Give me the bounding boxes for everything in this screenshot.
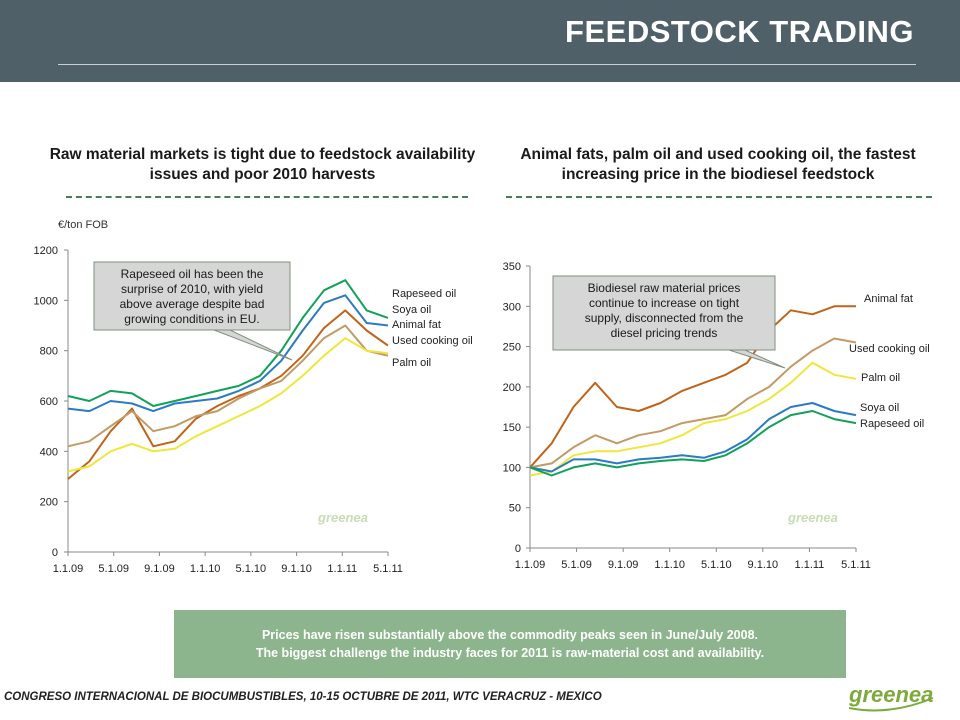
y-tick-label: 0 <box>52 547 58 559</box>
chart-2: 0 50 100 150 200 250 300 350 1.1.09 5.1.09 9.1.09 1… <box>503 261 930 571</box>
y-tick-label: 800 <box>40 346 58 358</box>
header-divider <box>58 64 916 65</box>
series-label-palm: Palm oil <box>392 357 431 369</box>
series-line-animal_fat <box>67 309 389 480</box>
series-line-used_cooking <box>67 324 389 448</box>
series-line-used_cooking <box>529 337 857 469</box>
series-label-soya: Soya oil <box>392 304 431 316</box>
series-label-soya: Soya oil <box>860 402 899 414</box>
y-tick-label: 250 <box>503 342 521 354</box>
y-tick-label: 400 <box>40 446 58 458</box>
conclusion-box: Prices have risen substantially above th… <box>174 610 846 678</box>
y-tick-label: 600 <box>40 396 58 408</box>
page-title: FEEDSTOCK TRADING <box>565 14 914 49</box>
x-tick-label: 5.1.09 <box>98 563 129 575</box>
series-line-palm <box>529 361 857 477</box>
x-tick-label: 5.1.10 <box>236 563 267 575</box>
header-bar: FEEDSTOCK TRADING <box>0 0 960 82</box>
chart-1: 0 200 400 600 800 1000 1200 1.1.09 5.1.09 9.1.09 1… <box>34 219 473 575</box>
annotation-text: Rapeseed oil has been the surprise of 201… <box>120 267 265 326</box>
annotation-text-line: growing conditions in EU. <box>124 312 259 326</box>
series-line-rapeseed <box>67 279 389 407</box>
x-tick-label: 5.1.11 <box>841 559 871 571</box>
y-tick-label: 150 <box>503 422 521 434</box>
annotation-box <box>93 261 291 331</box>
series-label-animal_fat: Animal fat <box>864 293 913 305</box>
series-line-rapeseed <box>529 410 857 477</box>
series-label-animal_fat: Animal fat <box>392 319 441 331</box>
y-tick-label: 1000 <box>34 295 58 307</box>
x-tick-label: 9.1.09 <box>144 563 175 575</box>
y-tick-label: 1200 <box>34 245 58 257</box>
y-tick-label: 0 <box>515 543 521 555</box>
series-line-soya <box>67 294 389 413</box>
x-tick-label: 1.1.10 <box>654 559 685 571</box>
watermark-logo: greenea <box>317 510 368 525</box>
annotation-text-line: Biodiesel raw material prices <box>588 281 741 295</box>
annotation-box <box>552 275 776 351</box>
conclusion-line-1: Prices have risen substantially above th… <box>261 628 759 642</box>
series-label-rapeseed: Rapeseed oil <box>860 418 924 430</box>
y-axis-unit-label: €/ton FOB <box>58 219 108 231</box>
annotation-text-line: above average despite bad <box>120 297 265 311</box>
x-tick-label: 1.1.09 <box>515 559 546 571</box>
annotation-text-line: supply, disconnected from the <box>585 311 744 325</box>
annotation-pointer <box>213 329 293 361</box>
x-tick-label: 1.1.10 <box>190 563 221 575</box>
x-tick-label: 9.1.09 <box>608 559 639 571</box>
x-tick-label: 9.1.10 <box>748 559 779 571</box>
logo-swoosh <box>848 697 934 712</box>
watermark-logo: greenea <box>787 510 838 525</box>
series-label-rapeseed: Rapeseed oil <box>392 288 456 300</box>
series-line-palm <box>67 337 389 473</box>
annotation-pointer <box>728 349 786 369</box>
conclusion-line-2: The biggest challenge the industry faces… <box>255 646 765 660</box>
greenea-logo: greenea <box>848 682 934 712</box>
annotation-text-line: surprise of 2010, with yield <box>121 282 263 296</box>
y-tick-label: 200 <box>503 382 521 394</box>
left-chart-subtitle: Raw material markets is tight due to fee… <box>49 146 476 183</box>
x-tick-label: 1.1.09 <box>53 563 84 575</box>
x-tick-label: 5.1.10 <box>701 559 732 571</box>
annotation-text-line: continue to increase on tight <box>589 296 740 310</box>
y-tick-label: 50 <box>509 503 521 515</box>
series-label-used_cooking: Used cooking oil <box>392 335 473 347</box>
x-tick-label: 1.1.11 <box>795 559 825 571</box>
x-tick-label: 5.1.11 <box>373 563 403 575</box>
x-tick-label: 1.1.11 <box>327 563 357 575</box>
series-label-used_cooking: Used cooking oil <box>849 343 930 355</box>
y-tick-label: 350 <box>503 261 521 273</box>
y-tick-label: 200 <box>40 497 58 509</box>
left-dashed-divider <box>66 196 468 198</box>
y-tick-label: 300 <box>503 301 521 313</box>
right-chart-subtitle: Animal fats, palm oil and used cooking o… <box>520 146 916 183</box>
x-tick-label: 5.1.09 <box>561 559 592 571</box>
series-label-palm: Palm oil <box>861 372 900 384</box>
footer-caption: CONGRESO INTERNACIONAL DE BIOCUMBUSTIBLE… <box>4 691 602 703</box>
right-dashed-divider <box>506 196 932 198</box>
series-line-animal_fat <box>529 305 856 469</box>
series-line-soya <box>529 402 857 473</box>
x-tick-label: 9.1.10 <box>281 563 312 575</box>
annotation-text-line: diesel pricing trends <box>611 326 718 340</box>
y-tick-label: 100 <box>503 462 521 474</box>
annotation-text-line: Rapeseed oil has been the <box>121 267 264 281</box>
annotation-text: Biodiesel raw material prices continue to… <box>585 281 744 340</box>
